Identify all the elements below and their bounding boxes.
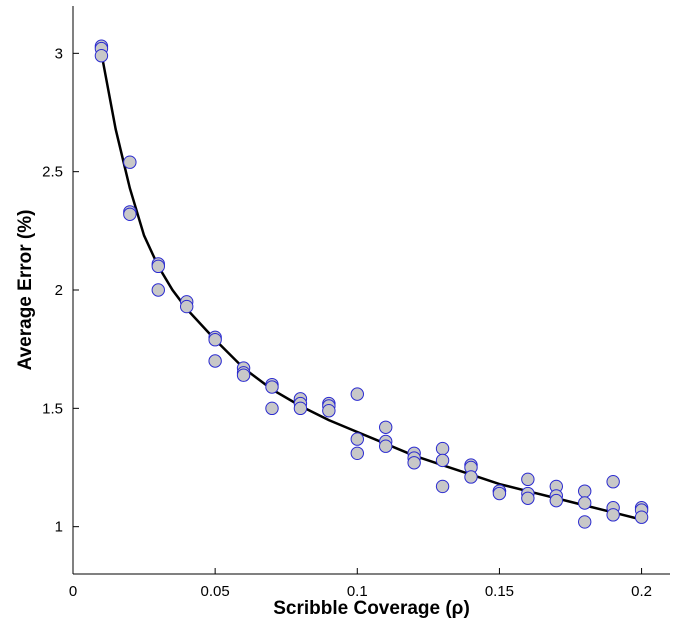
data-point — [578, 496, 592, 510]
data-point — [634, 510, 649, 524]
data-point — [350, 432, 364, 446]
data-point — [208, 333, 222, 347]
data-point — [549, 493, 563, 508]
data-point — [606, 508, 620, 522]
y-tick-label: 1.5 — [42, 400, 63, 417]
data-point — [350, 387, 364, 401]
y-tick-label: 2 — [55, 282, 63, 299]
x-tick-label: 0.1 — [347, 583, 368, 600]
x-tick-label: 0 — [69, 583, 77, 600]
data-point — [94, 49, 109, 63]
data-point — [265, 401, 279, 416]
data-point — [578, 515, 592, 529]
data-point — [123, 207, 137, 221]
data-point — [350, 446, 364, 460]
data-point — [464, 470, 478, 484]
data-point — [435, 479, 450, 494]
ticks: 0 0.05 0.1 0.15 0.2 1 1.5 2 2.5 3 — [42, 45, 652, 600]
x-axis-title: Scribble Coverage (ρ) — [273, 598, 470, 619]
data-point — [236, 368, 251, 382]
y-axis-title: Average Error (%) — [15, 210, 36, 371]
data-point — [208, 354, 222, 368]
x-tick-label: 0.15 — [485, 583, 514, 600]
data-point — [521, 472, 535, 487]
data-point — [407, 456, 421, 470]
data-point — [123, 155, 137, 169]
data-point — [578, 484, 592, 498]
data-point — [322, 404, 336, 418]
y-tick-label: 3 — [55, 45, 63, 62]
fit-curve — [100, 53, 642, 521]
data-points — [94, 39, 649, 529]
data-point — [606, 475, 620, 489]
data-point — [435, 441, 450, 456]
data-point — [379, 439, 393, 453]
data-point — [151, 283, 165, 297]
fit-curve-layer — [100, 53, 642, 521]
data-point — [435, 453, 450, 468]
x-tick-label: 0.05 — [201, 583, 230, 600]
data-point — [180, 299, 194, 314]
x-tick-label: 0.2 — [631, 583, 652, 600]
y-tick-label: 1 — [55, 519, 63, 536]
data-point — [293, 401, 308, 416]
data-point — [265, 380, 279, 394]
data-point — [521, 491, 535, 505]
data-point — [492, 486, 507, 501]
data-point — [379, 420, 393, 434]
y-tick-label: 2.5 — [42, 164, 63, 181]
data-point — [151, 259, 165, 274]
